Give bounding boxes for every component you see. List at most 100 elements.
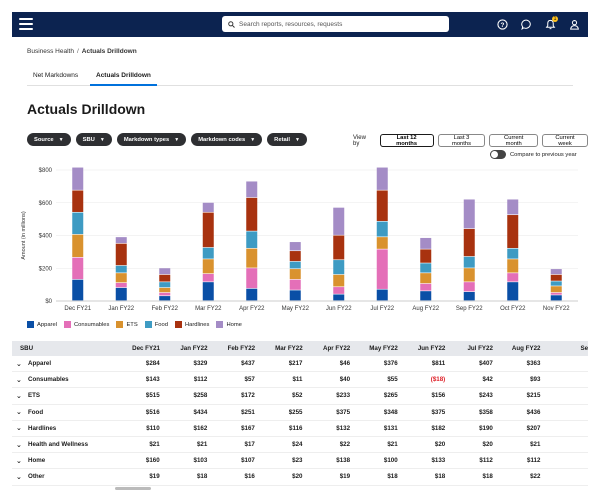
search-icon	[228, 20, 235, 28]
bar-segment-apparel	[376, 289, 388, 301]
table-cell: $376	[383, 360, 398, 368]
y-tick-label: $600	[39, 201, 53, 207]
table-cell: $167	[241, 424, 255, 432]
x-tick-label: Dec FY21	[64, 306, 91, 312]
table-cell: $375	[336, 408, 351, 416]
help-icon[interactable]: ?	[494, 16, 510, 32]
table-cell: $434	[193, 408, 208, 416]
bar-segment-food	[507, 248, 519, 259]
table-row[interactable]: ⌄ Health and Wellness $21 $21 $17 $24 $22 $21 $2…	[12, 437, 588, 454]
legend-item-consumables[interactable]: Consumables	[63, 321, 109, 328]
bar-segment-food	[246, 231, 258, 248]
table-cell: $243	[479, 392, 493, 400]
table-row[interactable]: ⌄ Consumables $143 $112 $57 $11 $40 $55 ($18) $42…	[12, 372, 588, 389]
table-cell: $18	[434, 473, 446, 481]
table-cell: $407	[479, 360, 493, 368]
search-input[interactable]	[239, 20, 439, 28]
expand-chevron-icon[interactable]: ⌄	[16, 441, 22, 449]
bar-segment-apparel	[72, 279, 84, 301]
legend-label: Hardlines	[184, 321, 210, 328]
bar-segment-consumables	[289, 279, 301, 290]
table-row[interactable]: ⌄ Food $516 $434 $251 $255 $375 $348 $375 $358 $43…	[12, 405, 588, 421]
expand-chevron-icon[interactable]: ⌄	[16, 360, 22, 368]
filter-sbu-button[interactable]: SBU ▼	[75, 133, 112, 146]
view-last-12-months-button[interactable]: Last 12 months	[379, 134, 434, 147]
table-cell: $55	[387, 376, 398, 384]
breadcrumb-root-link[interactable]: Business Health	[27, 48, 74, 55]
filter-retail-button[interactable]: Retail ▼	[267, 133, 307, 146]
horizontal-scrollbar[interactable]	[115, 487, 151, 490]
chevron-down-icon: ▼	[294, 136, 300, 143]
view-last-3-months-button[interactable]: Last 3 months	[437, 134, 486, 147]
hamburger-menu-icon[interactable]	[19, 18, 33, 30]
filter-markdown-types-label: Markdown types	[123, 136, 170, 143]
bar-segment-consumables	[376, 249, 388, 289]
legend-item-food[interactable]: Food	[144, 321, 168, 328]
bar-segment-consumables	[333, 287, 345, 294]
page-tabs: Net Markdowns Actuals Drilldown	[27, 70, 573, 86]
bar-segment-apparel	[289, 290, 301, 301]
compare-toggle-switch[interactable]	[490, 150, 506, 159]
legend-item-ets[interactable]: ETS	[116, 321, 138, 328]
chevron-down-icon: ▼	[174, 136, 180, 143]
x-tick-label: Mar FY22	[195, 306, 222, 312]
user-account-icon[interactable]	[566, 16, 582, 32]
table-row[interactable]: ⌄ ETS $515 $258 $172 $52 $233 $265 $156 $243 $215	[12, 388, 588, 405]
table-cell: $21	[387, 441, 398, 449]
legend-item-home[interactable]: Home	[216, 321, 242, 328]
table-cell: $190	[479, 424, 493, 432]
expand-chevron-icon[interactable]: ⌄	[16, 392, 22, 400]
breadcrumb-current: Actuals Drilldown	[81, 48, 137, 55]
legend-item-hardlines[interactable]: Hardlines	[174, 321, 210, 328]
expand-chevron-icon[interactable]: ⌄	[16, 425, 22, 433]
table-cell: $251	[241, 408, 255, 416]
expand-chevron-icon[interactable]: ⌄	[16, 409, 22, 417]
x-tick-label: Jul FY22	[370, 306, 394, 312]
legend-swatch	[174, 321, 182, 328]
table-row[interactable]: ⌄ Home $160 $103 $107 $23 $138 $100 $133 $112 $112	[12, 453, 588, 470]
expand-chevron-icon[interactable]: ⌄	[16, 376, 22, 384]
tab-net-markdowns[interactable]: Net Markdowns	[33, 72, 79, 79]
legend-label: Apparel	[37, 321, 57, 328]
bar-segment-apparel	[550, 295, 562, 301]
table-cell: $100	[383, 457, 398, 465]
bar-segment-home	[159, 268, 171, 275]
legend-swatch	[63, 321, 71, 328]
table-row[interactable]: ⌄ Apparel $284 $329 $437 $217 $46 $376 $811 $407 $…	[12, 356, 588, 373]
column-header: Mar FY22	[275, 345, 303, 352]
column-header: Apr FY22	[323, 345, 351, 352]
legend-item-apparel[interactable]: Apparel	[27, 321, 57, 328]
bar-segment-hardlines	[550, 274, 562, 281]
view-current-month-button[interactable]: Current month	[489, 134, 538, 147]
row-name: Hardlines	[28, 424, 57, 432]
expand-chevron-icon[interactable]: ⌄	[16, 473, 22, 481]
chat-icon[interactable]	[518, 16, 534, 32]
x-tick-label: Aug FY22	[412, 306, 439, 312]
row-name-cell: ⌄ Hardlines	[12, 424, 112, 433]
table-row[interactable]: ⌄ Other $19 $18 $16 $20 $19 $18 $18 $18 $22	[12, 469, 588, 486]
bar-segment-home	[246, 181, 258, 198]
table-cell: $258	[193, 392, 208, 400]
view-current-week-button[interactable]: Current week	[542, 134, 588, 147]
filter-source-button[interactable]: Source ▼	[27, 133, 71, 146]
bar-segment-food	[115, 265, 127, 273]
table-cell: $215	[526, 392, 541, 400]
x-tick-label: Apr FY22	[239, 306, 265, 312]
table-cell: $52	[292, 392, 303, 400]
notifications-bell-icon[interactable]: 1	[542, 16, 558, 32]
bar-segment-consumables	[420, 283, 432, 291]
table-cell: $358	[479, 408, 493, 416]
table-row[interactable]: ⌄ Hardlines $110 $162 $167 $116 $132 $131 $182 $1…	[12, 421, 588, 437]
bar-segment-ets	[289, 269, 301, 280]
expand-chevron-icon[interactable]: ⌄	[16, 457, 22, 465]
tab-actuals-drilldown[interactable]: Actuals Drilldown	[90, 70, 157, 86]
row-name: Apparel	[28, 360, 52, 368]
table-cell: $110	[146, 424, 160, 432]
filter-markdown-codes-button[interactable]: Markdown codes ▼	[191, 133, 263, 146]
table-cell: $233	[336, 392, 351, 400]
filter-markdown-types-button[interactable]: Markdown types ▼	[116, 133, 187, 146]
bar-segment-consumables	[550, 292, 562, 295]
search-box[interactable]	[222, 16, 449, 32]
bar-segment-consumables	[202, 273, 214, 282]
table-cell: $131	[383, 424, 398, 432]
